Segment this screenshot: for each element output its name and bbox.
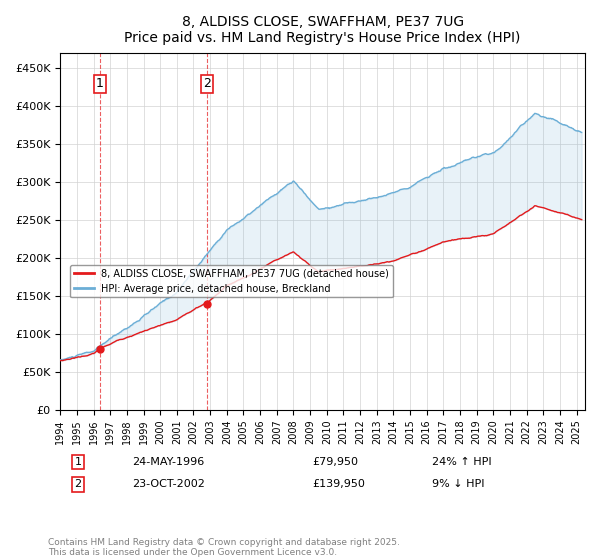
Text: Contains HM Land Registry data © Crown copyright and database right 2025.
This d: Contains HM Land Registry data © Crown c… <box>48 538 400 557</box>
Text: 1: 1 <box>74 457 82 467</box>
Text: 1: 1 <box>96 77 104 90</box>
Text: £79,950: £79,950 <box>312 457 358 467</box>
Legend: 8, ALDISS CLOSE, SWAFFHAM, PE37 7UG (detached house), HPI: Average price, detach: 8, ALDISS CLOSE, SWAFFHAM, PE37 7UG (det… <box>70 265 393 297</box>
Text: 23-OCT-2002: 23-OCT-2002 <box>132 479 205 489</box>
Text: 9% ↓ HPI: 9% ↓ HPI <box>432 479 485 489</box>
Text: 24% ↑ HPI: 24% ↑ HPI <box>432 457 491 467</box>
Title: 8, ALDISS CLOSE, SWAFFHAM, PE37 7UG
Price paid vs. HM Land Registry's House Pric: 8, ALDISS CLOSE, SWAFFHAM, PE37 7UG Pric… <box>124 15 521 45</box>
Text: 24-MAY-1996: 24-MAY-1996 <box>132 457 204 467</box>
Text: £139,950: £139,950 <box>312 479 365 489</box>
Text: 2: 2 <box>203 77 211 90</box>
Text: 2: 2 <box>74 479 82 489</box>
